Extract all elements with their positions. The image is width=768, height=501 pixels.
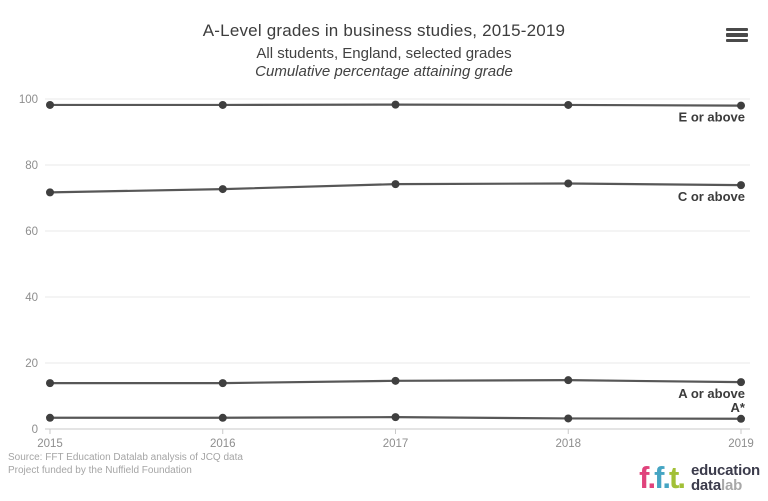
- y-axis-label-0: 0: [32, 424, 38, 436]
- data-point-e-or-above-2018[interactable]: [564, 100, 573, 109]
- y-axis-label-60: 60: [25, 226, 38, 238]
- data-point-a-or-above-2017[interactable]: [391, 376, 400, 385]
- logo-letter: t.: [669, 460, 686, 495]
- series-label-a-star: A*: [731, 400, 746, 415]
- y-axis-label-80: 80: [25, 160, 38, 172]
- x-axis-label-2019: 2019: [728, 438, 754, 450]
- logo-letter: f.: [639, 460, 656, 495]
- chart-subtitle: All students, England, selected grades: [256, 45, 512, 62]
- data-point-a-or-above-2019[interactable]: [737, 378, 745, 387]
- data-point-e-or-above-2015[interactable]: [46, 100, 54, 109]
- source-line: Source: FFT Education Datalab analysis o…: [8, 452, 243, 463]
- y-axis-label-40: 40: [25, 292, 38, 304]
- series-label-c-or-above: C or above: [678, 189, 745, 204]
- line-chart: 0 20 40 60 80 100 2015 2016 2017 2018 2019 E or abo…: [19, 94, 754, 450]
- data-point-c-or-above-2017[interactable]: [391, 180, 400, 189]
- chart-title: A-Level grades in business studies, 2015…: [202, 21, 566, 40]
- data-point-a-or-above-2018[interactable]: [564, 376, 573, 385]
- hamburger-menu-icon: [726, 38, 748, 43]
- chart-menu-button[interactable]: [726, 26, 750, 44]
- logo-text-line1: education: [690, 462, 760, 479]
- chart-header: A-Level grades in business studies, 2015…: [0, 20, 768, 81]
- fft-logo-letters: f.f.t.: [639, 460, 686, 495]
- data-point-e-or-above-2016[interactable]: [218, 100, 227, 109]
- series-label-a-or-above: A or above: [678, 386, 745, 401]
- data-point-c-or-above-2019[interactable]: [737, 181, 745, 190]
- source-line: Project funded by the Nuffield Foundatio…: [8, 465, 192, 476]
- x-axis-label-2017: 2017: [383, 438, 409, 450]
- data-point-a-star-2016[interactable]: [218, 413, 227, 422]
- data-point-a-star-2015[interactable]: [46, 413, 54, 422]
- hamburger-menu-icon: [726, 33, 748, 37]
- x-axis-label-2018: 2018: [555, 438, 581, 450]
- series-label-e-or-above: E or above: [679, 110, 745, 125]
- data-point-a-star-2017[interactable]: [391, 413, 400, 422]
- data-point-e-or-above-2017[interactable]: [391, 100, 400, 109]
- data-point-c-or-above-2018[interactable]: [564, 179, 573, 188]
- data-point-a-star-2019[interactable]: [737, 414, 745, 423]
- chart-source: Source: FFT Education Datalab analysis o…: [8, 451, 243, 477]
- fft-logo-text: education datalab: [691, 463, 760, 493]
- data-point-a-or-above-2016[interactable]: [218, 379, 227, 388]
- data-point-e-or-above-2019[interactable]: [737, 101, 745, 110]
- data-point-c-or-above-2016[interactable]: [218, 185, 227, 194]
- data-point-a-star-2018[interactable]: [564, 414, 573, 423]
- data-point-a-or-above-2015[interactable]: [46, 379, 54, 388]
- hamburger-menu-icon: [726, 27, 748, 32]
- logo-letter: f.: [654, 460, 671, 495]
- data-point-c-or-above-2015[interactable]: [46, 188, 54, 197]
- logo-text-lab: lab: [721, 477, 743, 494]
- logo-text-line2: datalab: [691, 478, 760, 493]
- y-axis-label-100: 100: [19, 94, 38, 106]
- logo-text-data: data: [690, 477, 721, 494]
- x-axis-label-2016: 2016: [210, 438, 236, 450]
- fft-datalab-logo: f.f.t. education datalab: [639, 461, 760, 495]
- chart-subtitle-italic: Cumulative percentage attaining grade: [255, 63, 513, 80]
- x-axis-label-2015: 2015: [37, 438, 63, 450]
- y-axis-label-20: 20: [25, 358, 38, 370]
